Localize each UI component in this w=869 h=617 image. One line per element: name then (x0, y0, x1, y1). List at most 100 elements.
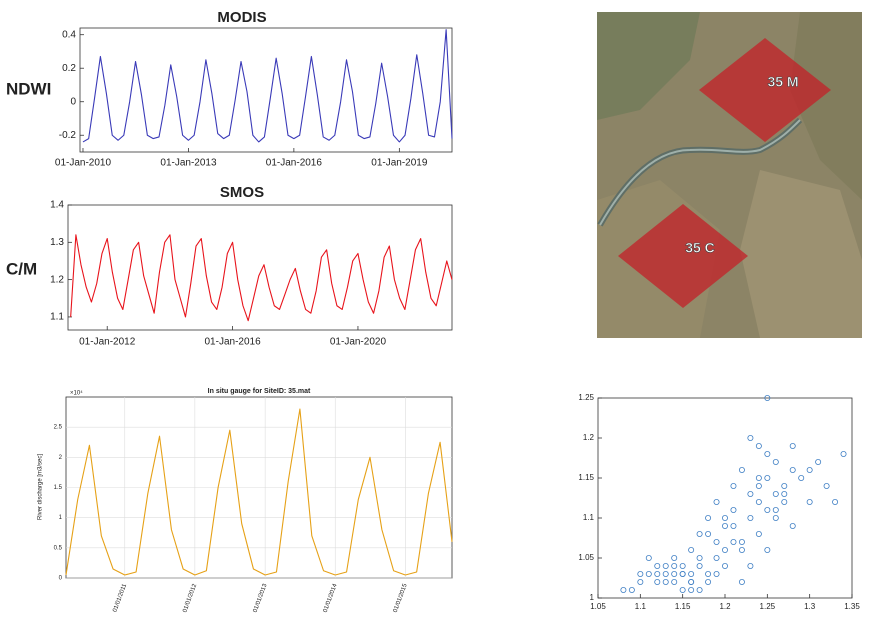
site-label: 35 C (685, 240, 715, 256)
y-tick-label: 0 (59, 576, 63, 582)
data-point (738, 547, 745, 554)
x-tick-label: 01-Jan-2016 (266, 158, 323, 169)
data-point (798, 474, 805, 481)
y-multiplier: ×10⁴ (70, 390, 83, 397)
data-point (738, 579, 745, 586)
data-point (755, 498, 762, 505)
data-point (747, 490, 754, 497)
data-point (645, 555, 652, 562)
map-terrain (790, 12, 862, 200)
data-point (696, 587, 703, 594)
data-point (645, 571, 652, 578)
x-tick-label: 01/01/2015 (393, 583, 409, 614)
data-point (806, 498, 813, 505)
data-point (764, 547, 771, 554)
data-point (679, 571, 686, 578)
x-tick-label: 1.35 (844, 602, 860, 611)
data-point (789, 466, 796, 473)
data-point (662, 571, 669, 578)
y-tick-label: 0 (70, 96, 76, 107)
y-tick-label: 1.25 (578, 393, 594, 402)
y-tick-label: 2.5 (54, 425, 63, 431)
data-point (730, 482, 737, 489)
data-point (688, 587, 695, 594)
data-point (747, 515, 754, 522)
data-point (671, 579, 678, 586)
data-point (840, 450, 847, 457)
data-point (696, 531, 703, 538)
data-point (662, 579, 669, 586)
y-tick-label: 0.2 (62, 63, 76, 74)
map-terrain (597, 12, 700, 120)
data-point (781, 482, 788, 489)
site-polygon (699, 38, 831, 142)
data-point (772, 458, 779, 465)
y-tick-label: 1.15 (578, 473, 594, 482)
x-tick-label: 01/01/2011 (112, 583, 128, 613)
data-point (637, 579, 644, 586)
data-point (789, 523, 796, 530)
x-tick-label: 1.15 (675, 602, 691, 611)
x-tick-label: 1.25 (760, 602, 776, 611)
data-point (722, 523, 729, 530)
data-point (688, 547, 695, 554)
y-tick-label: 1.1 (583, 513, 595, 522)
data-point (696, 563, 703, 570)
plot-area (67, 204, 453, 331)
data-point (764, 450, 771, 457)
x-tick-label: 01/01/2014 (323, 583, 339, 614)
y-tick-label: 1.1 (50, 312, 64, 323)
data-point (713, 498, 720, 505)
data-point (781, 490, 788, 497)
data-point (696, 555, 703, 562)
site-polygon (618, 204, 748, 308)
x-tick-label: 01-Jan-2010 (55, 158, 112, 169)
y-tick-label: 1.5 (54, 485, 63, 491)
x-tick-label: 1.1 (635, 602, 647, 611)
x-tick-label: 01-Jan-2013 (160, 158, 217, 169)
data-point (815, 458, 822, 465)
data-point (747, 434, 754, 441)
x-tick-label: 01/01/2013 (253, 583, 269, 614)
y-axis-label: C/M (6, 259, 37, 278)
y-tick-label: 1.3 (50, 237, 64, 248)
data-point (688, 571, 695, 578)
y-tick-label: 1.2 (50, 274, 64, 285)
data-point (722, 515, 729, 522)
plot-area (79, 27, 453, 153)
data-point (628, 587, 635, 594)
data-point (722, 547, 729, 554)
data-point (738, 539, 745, 546)
data-point (747, 563, 754, 570)
x-tick-label: 1.3 (804, 602, 816, 611)
data-point (764, 506, 771, 513)
y-axis-label: River discharge [m3/sec] (38, 454, 44, 520)
data-line (70, 234, 453, 322)
data-point (764, 394, 771, 401)
chart-title: MODIS (217, 9, 266, 26)
data-point (662, 563, 669, 570)
x-tick-label: 01-Jan-2016 (205, 337, 262, 348)
x-tick-label: 1.2 (719, 602, 731, 611)
data-point (713, 539, 720, 546)
data-point (671, 555, 678, 562)
y-tick-label: -0.2 (59, 130, 77, 141)
data-line (65, 408, 453, 576)
y-tick-label: 1.2 (583, 433, 595, 442)
data-point (671, 563, 678, 570)
data-point (755, 442, 762, 449)
data-point (654, 579, 661, 586)
site-label: 35 M (767, 74, 798, 90)
data-point (713, 555, 720, 562)
data-point (730, 523, 737, 530)
x-tick-label: 01/01/2012 (182, 583, 198, 614)
x-tick-label: 01-Jan-2020 (330, 337, 387, 348)
data-point (823, 482, 830, 489)
data-point (730, 506, 737, 513)
data-point (806, 466, 813, 473)
y-tick-label: 1 (59, 515, 63, 521)
data-point (679, 587, 686, 594)
data-point (764, 474, 771, 481)
plot-area (597, 397, 853, 599)
